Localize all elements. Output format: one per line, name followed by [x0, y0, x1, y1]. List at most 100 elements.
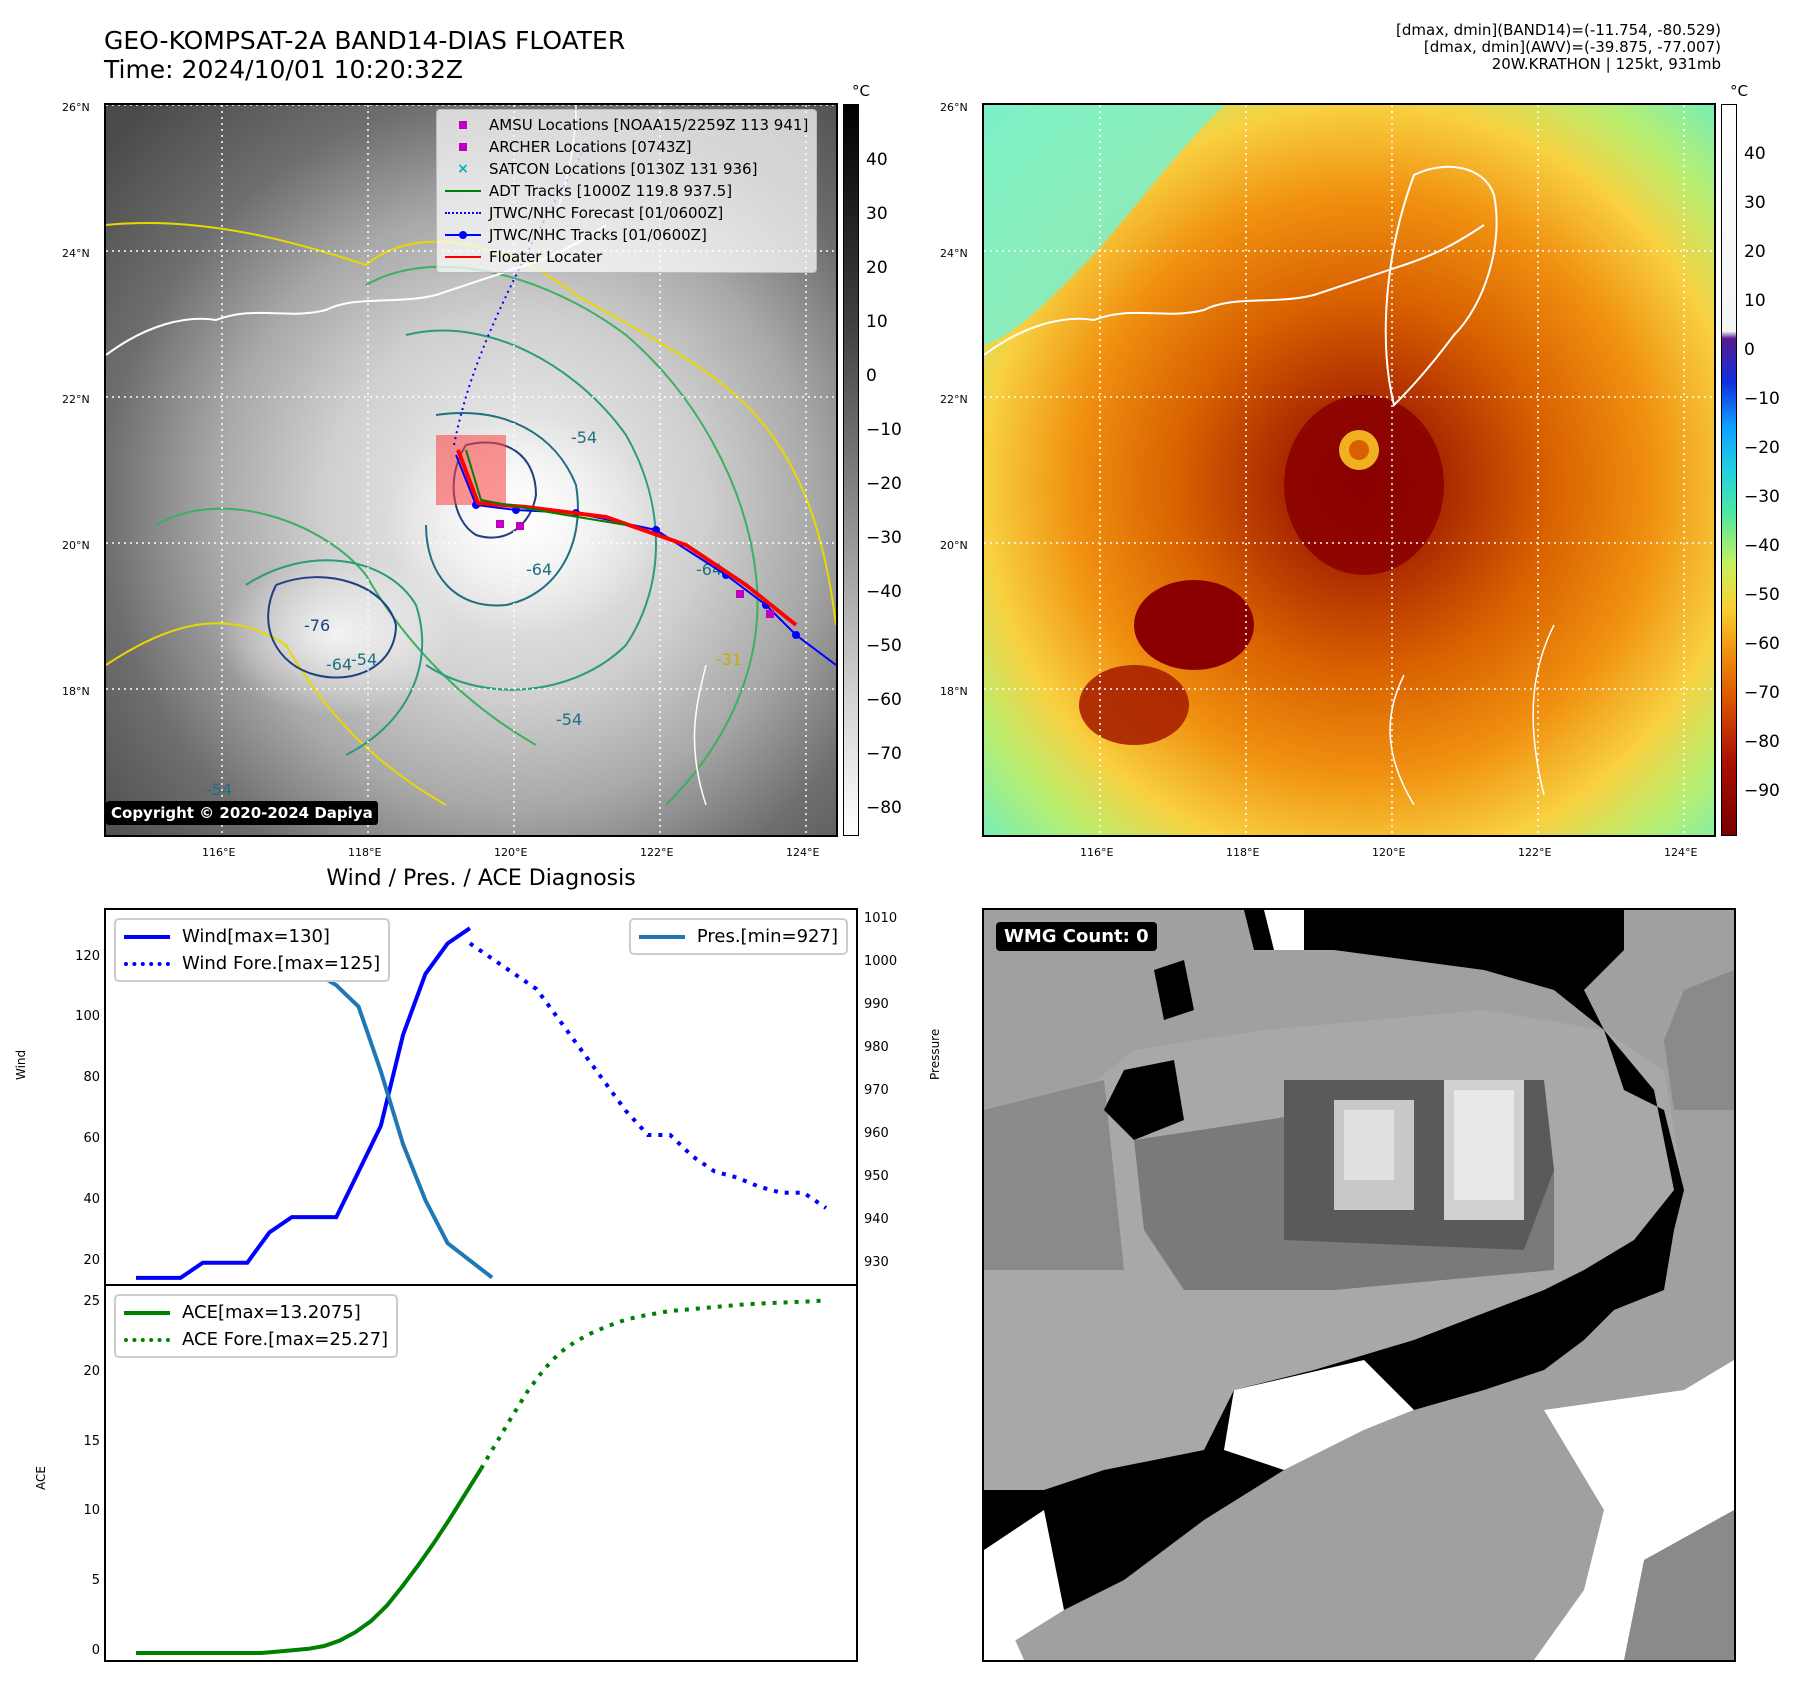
cb-tick: −70	[866, 744, 902, 764]
y-tick-label-right: 950	[864, 1168, 889, 1184]
enh-lat-label: 18°N	[940, 685, 968, 698]
wmg-svg	[984, 910, 1734, 1660]
storm-summary: 20W.KRATHON | 125kt, 931mb	[1491, 55, 1721, 73]
cb-tick: −10	[1744, 389, 1780, 409]
ir-lon-label: 120°E	[494, 846, 528, 859]
ir-lat-label: 26°N	[62, 101, 90, 114]
cb-tick: 10	[866, 312, 888, 332]
contour-label: -64	[526, 560, 552, 579]
pressure-axis-label: Pressure	[928, 1028, 942, 1080]
enh-lat-label: 20°N	[940, 539, 968, 552]
y-tick-label-right: 1000	[864, 953, 898, 969]
taiwan-outline	[1384, 165, 1498, 407]
enh-lon-label: 124°E	[1664, 846, 1698, 859]
ace-series-line-1	[479, 1298, 827, 1470]
cb-tick: 0	[866, 366, 877, 386]
enhanced-map-svg	[984, 105, 1714, 835]
title-line-2: Time: 2024/10/01 10:20:32Z	[104, 55, 463, 84]
legend-item-ace-forecast: ACE Fore.[max=25.27]	[124, 1326, 388, 1353]
cb-tick: −40	[866, 582, 902, 602]
legend-item-archer: ARCHER Locations [0743Z]	[443, 136, 808, 158]
enh-lat-label: 24°N	[940, 247, 968, 260]
wind-pressure-plot: Wind[max=130] Wind Fore.[max=125] Pres.[…	[104, 908, 858, 1286]
cb-tick: −20	[866, 474, 902, 494]
ir-colorbar-ticks: 40 30 20 10 0 −10 −20 −30 −40 −50 −60 −7…	[866, 104, 916, 834]
cb-tick: 40	[866, 150, 888, 170]
contour-label: -54	[351, 650, 377, 669]
cold-cloud-cluster	[1134, 580, 1254, 670]
contour-label: -54	[206, 780, 232, 799]
ir-lon-label: 122°E	[640, 846, 674, 859]
map-legend: AMSU Locations [NOAA15/2259Z 113 941] AR…	[436, 109, 818, 273]
ace-plot: ACE[max=13.2075] ACE Fore.[max=25.27]	[104, 1284, 858, 1662]
cb-tick: −50	[1744, 585, 1780, 605]
wind-axis-label: Wind	[14, 1049, 28, 1080]
enh-lon-label: 120°E	[1372, 846, 1406, 859]
cb-tick: −10	[866, 420, 902, 440]
y-tick-label-right: 990	[864, 996, 889, 1012]
cb-tick: 0	[1744, 340, 1755, 360]
ir-lon-label: 116°E	[202, 846, 236, 859]
legend-item-pressure: Pres.[min=927]	[638, 923, 838, 950]
chart-title: GEO-KOMPSAT-2A BAND14-DIAS FLOATER Time:…	[104, 26, 625, 84]
contour-label: -76	[304, 616, 330, 635]
y-tick-label: 20	[83, 1252, 100, 1268]
legend-item-adt: ADT Tracks [1000Z 119.8 937.5]	[443, 180, 808, 202]
cb-tick: −20	[1744, 438, 1780, 458]
y-tick-label-right: 1010	[864, 910, 898, 926]
cb-tick: −80	[866, 798, 902, 818]
ir-colorbar	[843, 104, 859, 836]
cb-tick: 20	[866, 258, 888, 278]
cb-tick: 30	[1744, 193, 1766, 213]
ace-axis-label: ACE	[34, 1466, 48, 1490]
y-tick-label: 100	[75, 1009, 100, 1025]
ir-contour-labels: -54 -64 -76 -54 -64 -31 -54 -54 -64	[206, 428, 742, 799]
ace-y-tick-label: 0	[91, 1643, 100, 1659]
ir-lat-label: 22°N	[62, 393, 90, 406]
enh-lat-label: 22°N	[940, 393, 968, 406]
contour-label: -54	[571, 428, 597, 447]
cb-tick: −30	[1744, 487, 1780, 507]
enhanced-colorbar	[1721, 104, 1737, 836]
y-tick-label-right: 970	[864, 1082, 889, 1098]
ace-y-tick-label: 15	[83, 1433, 100, 1449]
amsu-points	[496, 520, 774, 618]
legend-item-wind-forecast: Wind Fore.[max=125]	[124, 950, 380, 977]
cb-tick: −80	[1744, 732, 1780, 752]
enh-lat-label: 26°N	[940, 101, 968, 114]
enh-lon-label: 122°E	[1518, 846, 1552, 859]
wmg-cold-region	[984, 910, 1684, 1610]
ir-satellite-map: -54 -64 -76 -54 -64 -31 -54 -54 -64	[104, 103, 838, 837]
pressure-legend: Pres.[min=927]	[628, 918, 848, 955]
ace-y-ticks: 0 5 10 15 20 25	[60, 1284, 100, 1662]
ir-lon-label: 118°E	[348, 846, 382, 859]
y-tick-label: 120	[75, 948, 100, 964]
enh-colorbar-ticks: 40 30 20 10 0 −10 −20 −30 −40 −50 −60 −7…	[1744, 104, 1794, 834]
series-line-0	[136, 926, 472, 1280]
enh-coastline	[984, 224, 1485, 356]
cb-tick: −30	[866, 528, 902, 548]
cb-tick: 10	[1744, 291, 1766, 311]
enhanced-ir-map	[982, 103, 1716, 837]
ace-y-tick-label: 5	[91, 1573, 100, 1589]
contour-label: -31	[716, 650, 742, 669]
cb-tick: 40	[1744, 144, 1766, 164]
ace-y-tick-label: 25	[83, 1294, 100, 1310]
legend-item-forecast: JTWC/NHC Forecast [01/0600Z]	[443, 202, 808, 224]
band14-minmax: [dmax, dmin](BAND14)=(-11.754, -80.529)	[1396, 21, 1721, 39]
y-tick-label-right: 980	[864, 1039, 889, 1055]
cb-tick: −70	[1744, 683, 1780, 703]
y-tick-label-right: 960	[864, 1125, 889, 1141]
series-line-1	[468, 941, 828, 1210]
ir-lon-label: 124°E	[786, 846, 820, 859]
storm-info: [dmax, dmin](BAND14)=(-11.754, -80.529) …	[1396, 22, 1721, 73]
cb-tick: 30	[866, 204, 888, 224]
adt-track	[465, 449, 627, 526]
cb-tick: −90	[1744, 781, 1780, 801]
pressure-y-ticks: 930 940 950 960 970 980 990 1000 1010	[864, 908, 914, 1286]
floater-track	[456, 449, 798, 627]
ir-lat-label: 20°N	[62, 539, 90, 552]
wind-legend: Wind[max=130] Wind Fore.[max=125]	[114, 918, 391, 982]
legend-item-jtwc-tracks: JTWC/NHC Tracks [01/0600Z]	[443, 224, 808, 246]
legend-item-wind: Wind[max=130]	[124, 923, 380, 950]
